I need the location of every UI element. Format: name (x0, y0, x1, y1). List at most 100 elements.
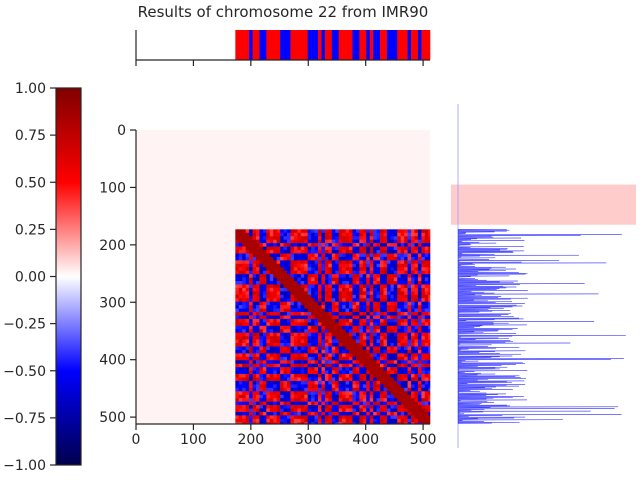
heatmap-cell (252, 298, 257, 302)
heatmap-cell (335, 360, 339, 365)
heatmap-cell (421, 312, 426, 316)
heatmap-cell (335, 239, 339, 244)
heatmap-cell (362, 312, 367, 316)
heatmap-cell (352, 363, 357, 368)
heatmap-cell (269, 284, 274, 289)
heatmap-cell (276, 318, 281, 323)
heatmap-cell (349, 284, 353, 289)
heatmap-cell (287, 256, 291, 261)
heatmap-cell (311, 270, 315, 275)
heatmap-cell (249, 374, 253, 378)
heatmap-cell (304, 384, 308, 389)
compartment-bar (414, 30, 419, 60)
heatmap-cell (311, 243, 315, 247)
heatmap-cell (366, 298, 371, 302)
heatmap-cell (297, 253, 302, 258)
heatmap-cell (393, 401, 398, 406)
heatmap-cell (266, 291, 271, 296)
heatmap-cell (335, 301, 339, 306)
heatmap-cell (383, 367, 388, 371)
heatmap-cell (362, 232, 367, 237)
heatmap-cell (269, 322, 274, 327)
heatmap-cell (276, 250, 281, 254)
heatmap-cell (331, 384, 336, 389)
y-tick-label: 500 (99, 410, 126, 426)
heatmap-cell (328, 274, 333, 278)
heatmap-cell (362, 291, 367, 296)
heatmap-cell (393, 422, 398, 425)
heatmap-cell (307, 394, 312, 399)
heatmap-cell (266, 387, 271, 392)
heatmap-cell (245, 360, 250, 365)
heatmap-cell (400, 349, 405, 354)
heatmap-cell (259, 401, 264, 406)
heatmap-cell (235, 363, 240, 368)
heatmap-cell (359, 356, 364, 361)
heatmap-cell (349, 301, 353, 306)
compartment-bar (349, 30, 353, 60)
heatmap-cell (397, 353, 402, 358)
heatmap-cell (262, 356, 267, 361)
heatmap-cell (300, 391, 305, 396)
heatmap-cell (297, 401, 302, 406)
heatmap-cell (273, 232, 277, 237)
heatmap-cell (331, 267, 336, 271)
heatmap-cell (390, 356, 395, 361)
heatmap-cell (400, 256, 405, 261)
heatmap-cell (352, 367, 357, 371)
heatmap-cell (324, 239, 329, 244)
heatmap-cell (311, 277, 315, 282)
heatmap-cell (335, 332, 339, 337)
heatmap-cell (352, 274, 357, 278)
heatmap-cell (335, 422, 339, 425)
heatmap-cell (349, 329, 353, 333)
heatmap-cell (238, 243, 243, 247)
heatmap-cell (390, 336, 395, 340)
heatmap-cell (269, 370, 274, 375)
heatmap-cell (304, 253, 308, 258)
heatmap-cell (287, 322, 291, 327)
heatmap-cell (349, 281, 353, 285)
heatmap-cell (404, 353, 408, 358)
heatmap-cell (259, 349, 264, 354)
heatmap-cell (262, 236, 267, 240)
heatmap-cell (245, 367, 250, 371)
heatmap-cell (269, 232, 274, 237)
heatmap-cell (262, 336, 267, 340)
heatmap-cell (259, 322, 264, 327)
heatmap-cell (421, 325, 426, 330)
heatmap-cell (290, 308, 295, 313)
heatmap-cell (414, 353, 419, 358)
heatmap-cell (256, 380, 260, 385)
heatmap-cell (424, 301, 429, 306)
heatmap-cell (314, 236, 319, 240)
heatmap-cell (266, 349, 271, 354)
heatmap-cell (386, 312, 391, 316)
heatmap-cell (373, 377, 377, 382)
heatmap-cell (359, 308, 364, 313)
heatmap-cell (324, 380, 329, 385)
heatmap-cell (252, 260, 257, 265)
heatmap-cell (307, 325, 312, 330)
heatmap-cell (318, 336, 322, 340)
heatmap-cell (352, 374, 357, 378)
heatmap-cell (328, 418, 333, 423)
heatmap-cell (287, 329, 291, 333)
heatmap-cell (417, 250, 422, 254)
heatmap-cell (249, 287, 253, 292)
heatmap-cell (352, 277, 357, 282)
heatmap-cell (397, 277, 402, 282)
heatmap-cell (390, 281, 395, 285)
profile-line (457, 229, 626, 424)
heatmap-cell (297, 263, 302, 268)
heatmap-cell (428, 408, 431, 413)
heatmap-cell (342, 322, 346, 327)
heatmap-cell (297, 370, 302, 375)
heatmap-cell (335, 418, 339, 423)
highlight-band (451, 184, 636, 225)
heatmap-cell (383, 256, 388, 261)
heatmap-cell (318, 380, 322, 385)
heatmap-cell (283, 263, 288, 268)
heatmap-cell (235, 294, 240, 299)
heatmap-cell (314, 232, 319, 237)
